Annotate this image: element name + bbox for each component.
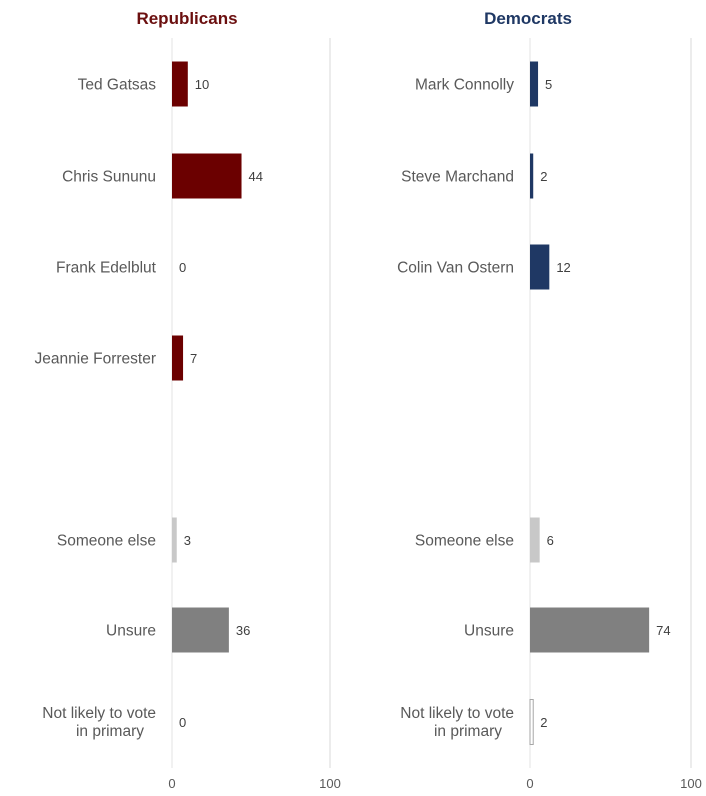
bar xyxy=(530,244,550,290)
category-label: Jeannie Forrester xyxy=(35,351,156,368)
category-label: Chris Sununu xyxy=(62,169,156,186)
republicans-panel: Republicans Ted Gatsas 10 Chris Sununu 44 Fra… xyxy=(35,9,341,791)
x-tick-label: 0 xyxy=(526,776,533,791)
bar xyxy=(172,153,242,199)
category-label: Someone else xyxy=(415,533,514,550)
bar xyxy=(172,61,188,107)
bar xyxy=(172,517,177,563)
panel-title: Democrats xyxy=(484,9,572,28)
bar xyxy=(530,61,539,107)
value-label: 2 xyxy=(540,715,547,730)
value-label: 6 xyxy=(547,533,554,548)
value-label: 7 xyxy=(190,351,197,366)
value-label: 44 xyxy=(249,169,263,184)
bar xyxy=(530,607,650,653)
value-label: 5 xyxy=(545,77,552,92)
bar xyxy=(172,335,184,381)
category-label: Unsure xyxy=(464,623,514,640)
value-label: 0 xyxy=(179,260,186,275)
bar xyxy=(530,517,540,563)
value-label: 36 xyxy=(236,623,250,638)
category-label: Frank Edelblut xyxy=(56,260,157,277)
value-label: 12 xyxy=(556,260,570,275)
value-label: 2 xyxy=(540,169,547,184)
x-tick-label: 100 xyxy=(319,776,341,791)
panel-title: Republicans xyxy=(136,9,237,28)
bar xyxy=(529,699,534,745)
bar xyxy=(530,153,534,199)
category-label: Mark Connolly xyxy=(415,77,514,94)
value-label: 3 xyxy=(184,533,191,548)
bar xyxy=(172,607,229,653)
category-label: Ted Gatsas xyxy=(78,77,157,94)
category-label: Someone else xyxy=(57,533,156,550)
x-tick-label: 100 xyxy=(680,776,702,791)
x-tick-label: 0 xyxy=(168,776,175,791)
value-label: 0 xyxy=(179,715,186,730)
category-label: Unsure xyxy=(106,623,156,640)
category-label: Not likely to vote in primary xyxy=(400,705,514,740)
category-label: Colin Van Ostern xyxy=(397,260,514,277)
value-label: 10 xyxy=(195,77,209,92)
category-label: Not likely to vote in primary xyxy=(42,705,156,740)
value-label: 74 xyxy=(656,623,670,638)
democrats-panel: Democrats Mark Connolly 5 Steve Marchand 2 Co… xyxy=(397,9,702,791)
category-label: Steve Marchand xyxy=(401,169,514,186)
